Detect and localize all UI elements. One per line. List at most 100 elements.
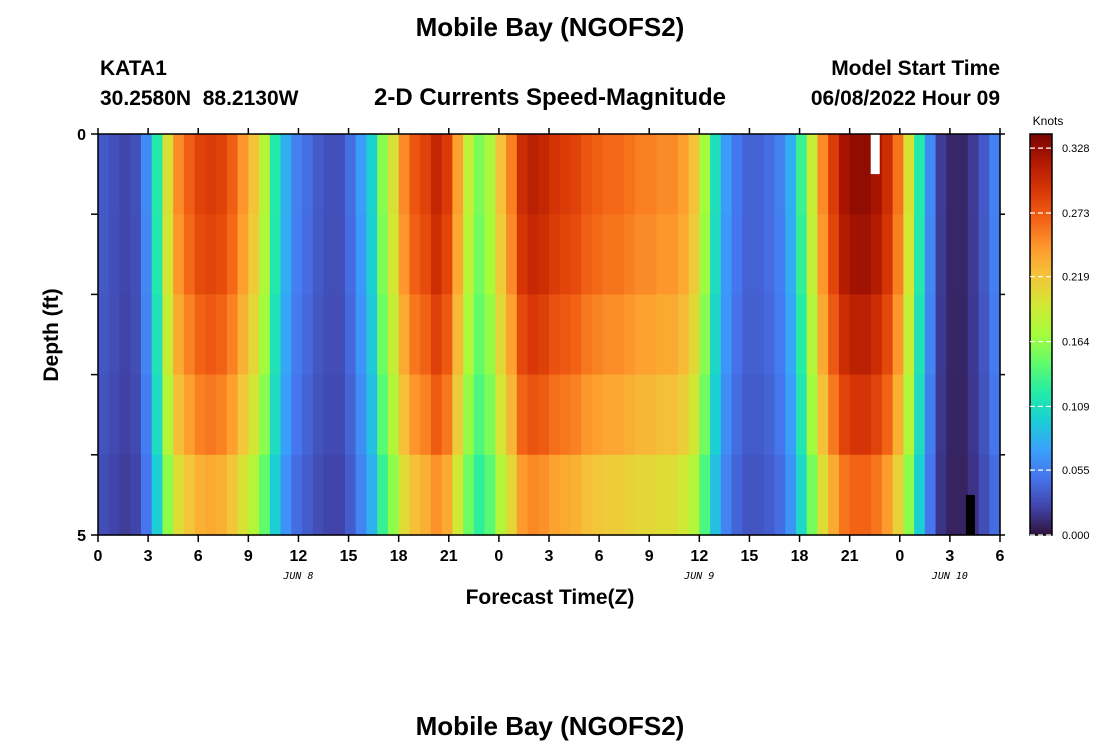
heatmap-cell: [763, 214, 776, 295]
heatmap-cell: [699, 134, 711, 215]
heatmap-cell: [506, 454, 518, 536]
heatmap-cell: [935, 454, 947, 536]
heatmap-cell: [452, 134, 464, 215]
heatmap-cell: [785, 294, 797, 376]
heatmap-cell: [420, 454, 432, 536]
colorbar-tick-label: 0.109: [1062, 401, 1090, 413]
heatmap-cell: [119, 294, 131, 376]
heatmap-cell: [516, 214, 529, 295]
heatmap-cell: [677, 454, 690, 536]
heatmap-cell: [828, 134, 840, 215]
heatmap-cell: [785, 214, 797, 295]
heatmap-cell: [441, 134, 453, 215]
heatmap-cell: [194, 454, 206, 536]
heatmap-cell: [420, 294, 432, 376]
heatmap-cell: [280, 374, 292, 456]
heatmap-cell: [355, 214, 368, 295]
heatmap-cell: [108, 134, 121, 215]
heatmap-cell: [108, 294, 121, 376]
heatmap-cell: [302, 294, 314, 376]
heatmap-cell: [892, 374, 904, 456]
heatmap-cell: [967, 214, 980, 295]
heatmap-cell: [484, 454, 496, 536]
heatmap-cell: [892, 294, 904, 376]
heatmap-cell: [344, 214, 357, 295]
heatmap-cell: [130, 454, 142, 536]
heatmap-cell: [216, 294, 228, 376]
heatmap-cell: [795, 374, 808, 456]
heatmap-cell: [312, 294, 325, 376]
heatmap-cell: [634, 214, 647, 295]
heatmap-cell: [806, 134, 819, 215]
heatmap-cell: [323, 454, 335, 536]
heatmap-cell: [527, 454, 539, 536]
heatmap-cell: [183, 214, 196, 295]
heatmap-cell: [591, 374, 604, 456]
heatmap-cell: [924, 214, 937, 295]
heatmap-cell: [860, 294, 872, 376]
heatmap-cell: [753, 454, 765, 536]
heatmap-cell: [753, 214, 765, 295]
colorbar-tick-label: 0.328: [1062, 143, 1090, 155]
heatmap-cell: [430, 294, 443, 376]
heatmap-cell: [914, 294, 926, 376]
heatmap-cell: [323, 374, 335, 456]
heatmap-cell: [194, 214, 206, 295]
heatmap-cell: [506, 294, 518, 376]
heatmap-cell: [978, 294, 990, 376]
heatmap-cell: [377, 294, 389, 376]
heatmap-cell: [216, 134, 228, 215]
heatmap-cell: [795, 454, 808, 536]
heatmap-cell: [130, 294, 142, 376]
x-tick-label: 6: [996, 548, 1005, 565]
heatmap-cell: [967, 134, 980, 215]
heatmap-cell: [344, 294, 357, 376]
heatmap-cell: [291, 214, 303, 295]
heatmap-cell: [881, 294, 894, 376]
heatmap-cell: [377, 374, 389, 456]
heatmap-cell: [248, 294, 260, 376]
heatmap-cell: [763, 374, 776, 456]
heatmap-cell: [774, 134, 786, 215]
heatmap-cell: [946, 134, 958, 215]
heatmap-cell: [591, 294, 604, 376]
heatmap-cell: [924, 454, 937, 536]
heatmap-cell: [473, 294, 486, 376]
heatmap-cell: [291, 374, 303, 456]
heatmap-cell: [516, 454, 529, 536]
heatmap-cell: [688, 294, 700, 376]
heatmap-cell: [645, 374, 657, 456]
heatmap-cell: [559, 454, 572, 536]
heatmap-cell: [302, 134, 314, 215]
heatmap-cell: [817, 454, 829, 536]
heatmap-cell: [420, 134, 432, 215]
colorbar-tick-label: 0.219: [1062, 272, 1090, 284]
heatmap-cells: [98, 134, 1001, 536]
heatmap-cell: [989, 454, 1001, 536]
heatmap-cell: [613, 454, 625, 536]
x-tick-label: 0: [94, 548, 103, 565]
heatmap-cell: [430, 454, 443, 536]
heatmap-cell: [989, 134, 1001, 215]
heatmap-cell: [334, 374, 346, 456]
heatmap-cell: [269, 374, 282, 456]
heatmap-cell: [549, 214, 561, 295]
heatmap-cell: [269, 454, 282, 536]
heatmap-cell: [731, 214, 743, 295]
heatmap-cell: [957, 214, 969, 295]
heatmap-cell: [688, 214, 700, 295]
heatmap-cell: [334, 454, 346, 536]
heatmap-cell: [226, 294, 239, 376]
heatmap-cell: [817, 294, 829, 376]
heatmap-cell: [237, 374, 249, 456]
x-tick-label: 18: [791, 548, 809, 565]
heatmap-cell: [98, 214, 110, 295]
heatmap-cell: [387, 134, 400, 215]
heatmap-cell: [742, 454, 754, 536]
heatmap-cell: [420, 374, 432, 456]
heatmap-cell: [581, 454, 593, 536]
heatmap-cell: [624, 134, 636, 215]
heatmap-cell: [248, 214, 260, 295]
heatmap-cell: [130, 134, 142, 215]
heatmap-cell: [302, 454, 314, 536]
